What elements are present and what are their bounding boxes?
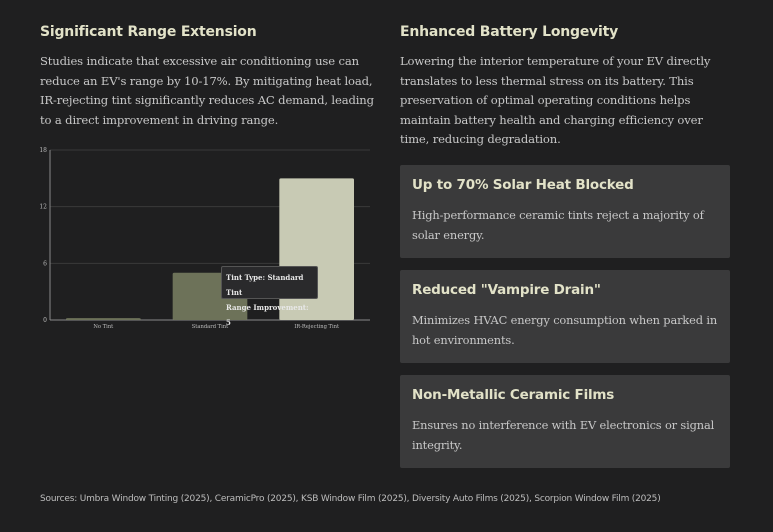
card-text: High-performance ceramic tints reject a … [412, 208, 704, 242]
card-ceramic-films: Non-Metallic Ceramic Films Ensures no in… [400, 375, 730, 468]
card-solar-heat: Up to 70% Solar Heat Blocked High-perfor… [400, 165, 730, 258]
tooltip-range-improvement: Range Improvement: 5 [226, 303, 309, 327]
y-tick-label: 18 [39, 147, 47, 154]
range-extension-text: Studies indicate that excessive air cond… [40, 54, 374, 127]
card-vampire-drain: Reduced "Vampire Drain" Minimizes HVAC e… [400, 270, 730, 363]
y-tick-label: 6 [43, 260, 47, 267]
x-tick-label: IR-Rejecting Tint [294, 324, 340, 330]
sources-footnote: Sources: Umbra Window Tinting (2025), Ce… [40, 494, 661, 504]
battery-longevity-section: Enhanced Battery Longevity Lowering the … [400, 24, 735, 150]
battery-longevity-text: Lowering the interior temperature of you… [400, 54, 711, 146]
card-text: Minimizes HVAC energy consumption when p… [412, 313, 718, 347]
card-title: Reduced "Vampire Drain" [412, 282, 601, 298]
x-tick-label: Standard Tint [192, 324, 229, 330]
range-extension-section: Significant Range Extension Studies indi… [40, 24, 375, 130]
card-title: Non-Metallic Ceramic Films [412, 387, 615, 403]
tooltip-tint-type: Tint Type: Standard Tint [226, 273, 304, 297]
y-tick-label: 12 [39, 204, 47, 211]
range-extension-heading: Significant Range Extension [40, 24, 257, 40]
card-text: Ensures no interference with EV electron… [412, 418, 715, 452]
x-tick-label: No Tint [93, 324, 114, 330]
card-title: Up to 70% Solar Heat Blocked [412, 177, 634, 193]
y-tick-label: 0 [43, 317, 47, 324]
chart-tooltip: Tint Type: Standard Tint Range Improveme… [221, 266, 318, 327]
chart-svg: 0 6 12 18 No Tint Standard Tint IR-Rejecting T… [39, 147, 370, 330]
range-improvement-chart[interactable]: 0 6 12 18 No Tint Standard Tint IR-Rejecting T… [28, 140, 378, 340]
battery-longevity-heading: Enhanced Battery Longevity [400, 24, 619, 40]
bar-no-tint [66, 318, 141, 320]
